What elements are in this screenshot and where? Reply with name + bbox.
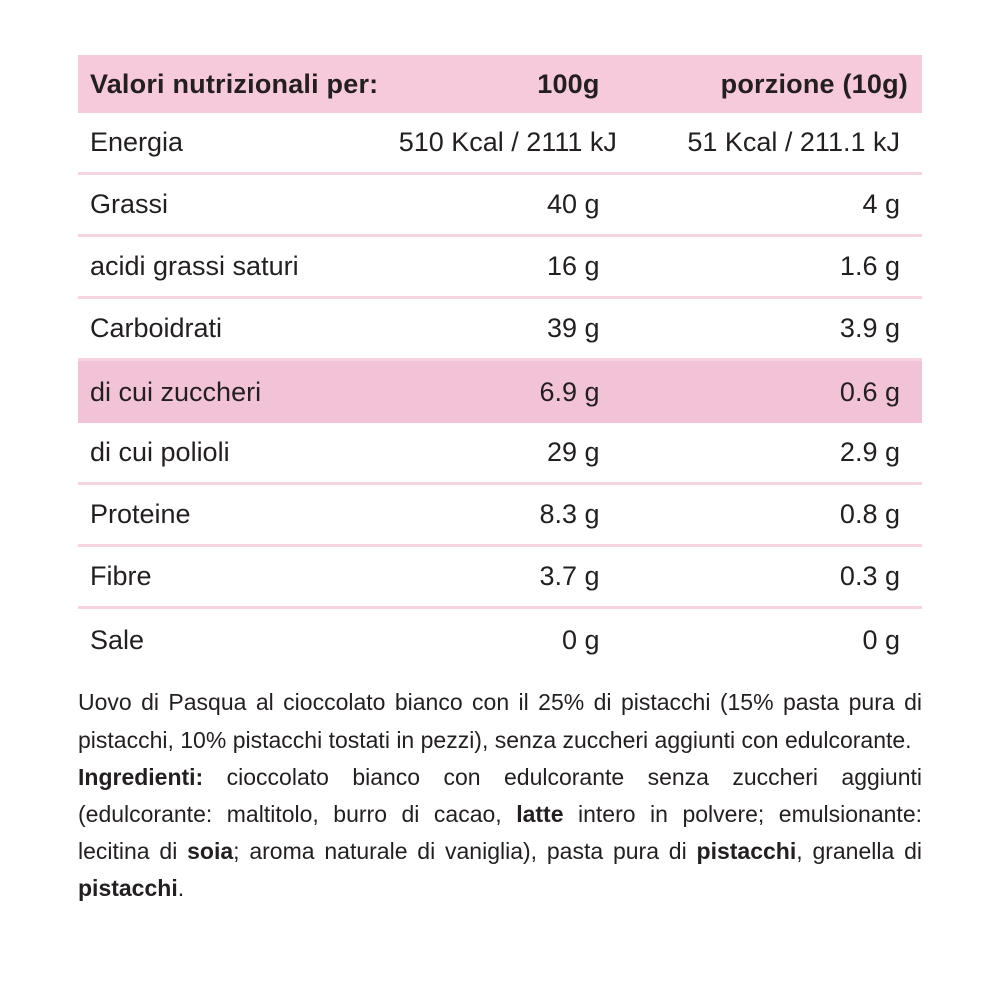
header-nutrients-label: Valori nutrizionali per: bbox=[90, 68, 379, 99]
table-row: Energia 510 Kcal / 2111 kJ 51 Kcal / 211.1… bbox=[78, 113, 922, 175]
header-per-portion: porzione (10g) bbox=[720, 68, 908, 99]
nutrient-name: acidi grassi saturi bbox=[90, 251, 299, 281]
value-per-portion: 3.9 g bbox=[839, 313, 900, 343]
value-per-100g: 3.7 g bbox=[539, 561, 600, 591]
value-per-portion: 0.6 g bbox=[839, 376, 900, 407]
value-per-100g: 16 g bbox=[547, 251, 600, 281]
table-row: Carboidrati 39 g 3.9 g bbox=[78, 299, 922, 361]
nutrition-facts-table: Valori nutrizionali per: 100g porzione (… bbox=[78, 55, 922, 671]
nutrient-name: Sale bbox=[90, 624, 145, 655]
value-per-portion: 0 g bbox=[862, 624, 900, 655]
table-row: Sale 0 g 0 g bbox=[78, 609, 922, 671]
table-body: Energia 510 Kcal / 2111 kJ 51 Kcal / 211.1… bbox=[78, 113, 922, 671]
value-per-100g: 6.9 g bbox=[539, 376, 600, 407]
value-per-portion: 1.6 g bbox=[839, 251, 900, 281]
nutrient-name: Carboidrati bbox=[90, 313, 223, 343]
table-row: Fibre 3.7 g 0.3 g bbox=[78, 547, 922, 609]
table-row: acidi grassi saturi 16 g 1.6 g bbox=[78, 237, 922, 299]
value-per-portion: 2.9 g bbox=[839, 437, 900, 467]
nutrient-name: di cui polioli bbox=[90, 437, 230, 467]
header-per-100g: 100g bbox=[537, 68, 600, 99]
value-per-100g: 8.3 g bbox=[539, 499, 600, 529]
value-per-100g: 39 g bbox=[547, 313, 600, 343]
table-row: di cui polioli 29 g 2.9 g bbox=[78, 423, 922, 485]
table-header-row: Valori nutrizionali per: 100g porzione (… bbox=[78, 55, 922, 113]
table-row: Proteine 8.3 g 0.8 g bbox=[78, 485, 922, 547]
value-per-100g: 40 g bbox=[547, 189, 600, 219]
value-per-100g: 510 Kcal / 2111 kJ bbox=[398, 127, 617, 157]
table-row: Grassi 40 g 4 g bbox=[78, 175, 922, 237]
nutrient-name: Grassi bbox=[90, 189, 169, 219]
label-text-block: Uovo di Pasqua al cioccolato bianco con … bbox=[78, 683, 922, 907]
ingredients-paragraph: Ingredienti: cioccolato bianco con edulc… bbox=[78, 764, 922, 901]
table-row: di cui zuccheri 6.9 g 0.6 g bbox=[78, 361, 922, 423]
nutrient-name: di cui zuccheri bbox=[90, 376, 262, 407]
value-per-portion: 51 Kcal / 211.1 kJ bbox=[687, 127, 900, 157]
nutrient-name: Fibre bbox=[90, 561, 152, 591]
value-per-100g: 0 g bbox=[562, 624, 600, 655]
nutrient-name: Energia bbox=[90, 127, 184, 157]
nutrient-name: Proteine bbox=[90, 499, 191, 529]
value-per-portion: 0.8 g bbox=[839, 499, 900, 529]
value-per-100g: 29 g bbox=[547, 437, 600, 467]
value-per-portion: 0.3 g bbox=[839, 561, 900, 591]
value-per-portion: 4 g bbox=[862, 189, 900, 219]
product-description: Uovo di Pasqua al cioccolato bianco con … bbox=[78, 689, 922, 753]
